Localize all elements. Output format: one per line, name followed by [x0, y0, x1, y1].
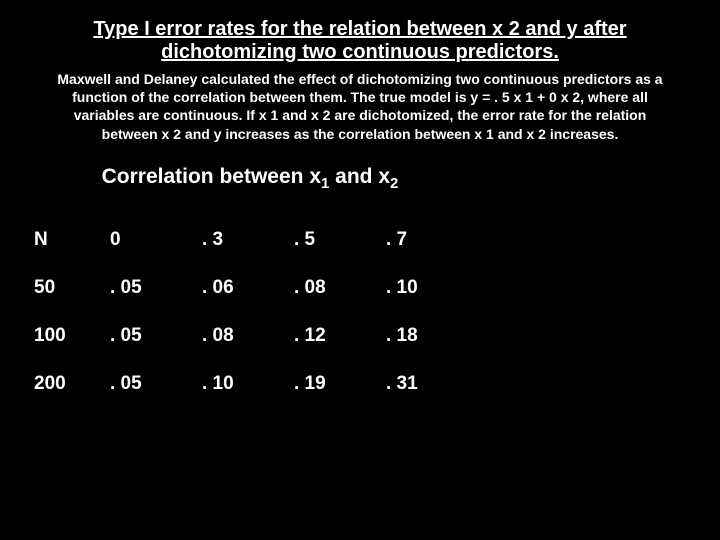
cell-value: . 05	[110, 312, 202, 360]
table-subheading: Correlation between x1 and x2	[30, 165, 690, 192]
subheading-part-2: and x	[329, 165, 390, 188]
cell-n: 200	[34, 360, 110, 408]
header-corr-5: . 5	[294, 216, 386, 264]
table-row: 200 . 05 . 10 . 19 . 31	[34, 360, 478, 408]
header-corr-3: . 3	[202, 216, 294, 264]
cell-value: . 08	[294, 264, 386, 312]
table-row: 100 . 05 . 08 . 12 . 18	[34, 312, 478, 360]
subheading-part-1: Correlation between x	[102, 165, 321, 188]
subscript-2: 2	[390, 175, 398, 192]
cell-value: . 06	[202, 264, 294, 312]
cell-value: . 19	[294, 360, 386, 408]
cell-value: . 05	[110, 264, 202, 312]
cell-value: . 18	[386, 312, 478, 360]
cell-n: 100	[34, 312, 110, 360]
table-row: 50 . 05 . 06 . 08 . 10	[34, 264, 478, 312]
header-corr-0: 0	[110, 216, 202, 264]
header-n: N	[34, 216, 110, 264]
cell-value: . 05	[110, 360, 202, 408]
error-rate-table: N 0 . 3 . 5 . 7 50 . 05 . 06 . 08 . 10 1…	[34, 216, 478, 408]
cell-value: . 12	[294, 312, 386, 360]
cell-value: . 31	[386, 360, 478, 408]
cell-value: . 08	[202, 312, 294, 360]
slide-description: Maxwell and Delaney calculated the effec…	[30, 70, 690, 143]
cell-value: . 10	[386, 264, 478, 312]
header-corr-7: . 7	[386, 216, 478, 264]
cell-value: . 10	[202, 360, 294, 408]
cell-n: 50	[34, 264, 110, 312]
slide-title: Type I error rates for the relation betw…	[30, 18, 690, 64]
table-header-row: N 0 . 3 . 5 . 7	[34, 216, 478, 264]
